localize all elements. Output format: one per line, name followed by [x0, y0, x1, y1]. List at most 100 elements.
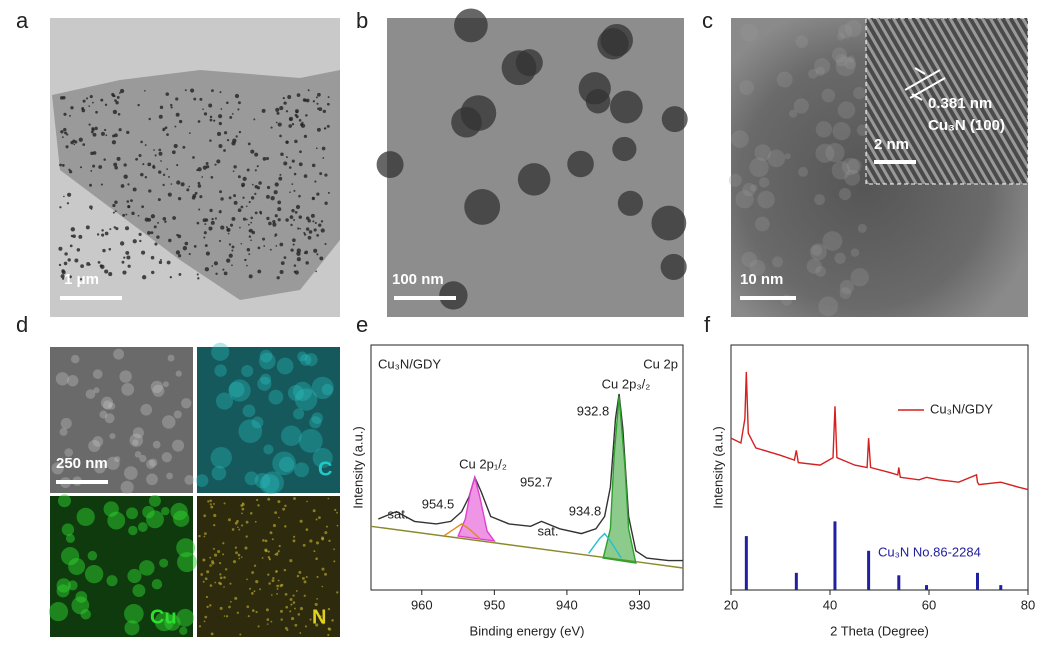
particle [327, 191, 330, 194]
signal [274, 511, 278, 515]
particle [567, 150, 594, 178]
signal [219, 562, 222, 565]
particle [276, 276, 280, 280]
particle [223, 131, 228, 135]
signal [270, 594, 273, 596]
texture [813, 58, 831, 75]
particle [229, 115, 233, 119]
particle [180, 182, 185, 187]
signal [137, 522, 148, 532]
particle [69, 244, 73, 248]
signal [206, 605, 209, 609]
texture [806, 258, 822, 274]
particle [293, 219, 296, 221]
particle [439, 281, 468, 310]
particle [217, 114, 223, 119]
y-axis-label: Intensity (a.u.) [350, 426, 365, 508]
particle [250, 149, 255, 154]
particle [292, 238, 296, 243]
particle [114, 456, 121, 463]
particle [278, 176, 283, 181]
particle [269, 248, 272, 251]
signal [271, 538, 274, 541]
signal [283, 568, 287, 572]
particle [242, 176, 247, 181]
particle [92, 436, 104, 447]
signal [234, 546, 238, 549]
signal [278, 544, 281, 548]
particle [112, 109, 118, 115]
particle [138, 232, 142, 236]
particle [92, 164, 96, 168]
signal [254, 520, 257, 523]
particle [254, 152, 259, 157]
signal [325, 525, 328, 528]
signal [276, 587, 279, 590]
signal [154, 611, 174, 632]
signal [261, 471, 284, 494]
signal [213, 524, 216, 527]
particle [290, 223, 293, 227]
particle [205, 162, 209, 166]
signal [204, 577, 208, 581]
particle [216, 159, 221, 164]
signal [314, 602, 318, 606]
signal [253, 590, 256, 593]
particle [175, 370, 182, 377]
particle [147, 231, 151, 235]
particle [275, 245, 278, 247]
particle [164, 220, 167, 223]
particle [60, 274, 65, 279]
particle [65, 145, 69, 149]
particle [214, 163, 217, 166]
particle [168, 238, 172, 243]
particle [303, 231, 306, 234]
signal [219, 582, 223, 586]
particle [272, 222, 277, 227]
particle [248, 253, 251, 256]
particle [167, 354, 175, 362]
particle [55, 372, 70, 386]
y-axis-label: Intensity (a.u.) [710, 426, 725, 508]
signal [312, 509, 316, 513]
particle [63, 261, 68, 266]
particle [262, 237, 266, 241]
signal [210, 446, 232, 469]
particle [285, 140, 289, 145]
signal [333, 560, 336, 563]
signal [303, 580, 307, 584]
texture [742, 183, 756, 197]
signal [124, 603, 144, 624]
particle [150, 380, 164, 394]
signal [299, 607, 304, 611]
signal [225, 615, 229, 618]
particle [118, 92, 121, 94]
particle [125, 213, 128, 216]
particle [113, 226, 116, 229]
texture [857, 223, 867, 233]
texture [839, 287, 852, 299]
signal [213, 502, 215, 505]
signal [320, 536, 325, 540]
particle [161, 452, 172, 463]
signal [304, 353, 318, 367]
texture [837, 101, 856, 119]
signal [128, 525, 138, 536]
signal [228, 381, 245, 398]
signal [276, 552, 279, 554]
spacing-label: 0.381 nm [928, 95, 992, 112]
signal [305, 575, 308, 578]
particle [88, 439, 101, 453]
particle [315, 147, 318, 150]
particle [140, 403, 153, 416]
signal [65, 533, 75, 543]
particle [241, 184, 245, 188]
particle [203, 231, 207, 235]
haadf-image [50, 347, 193, 493]
signal [289, 610, 292, 613]
particle [59, 206, 62, 209]
particle [257, 269, 262, 274]
particle [305, 98, 310, 103]
particle [290, 248, 294, 252]
